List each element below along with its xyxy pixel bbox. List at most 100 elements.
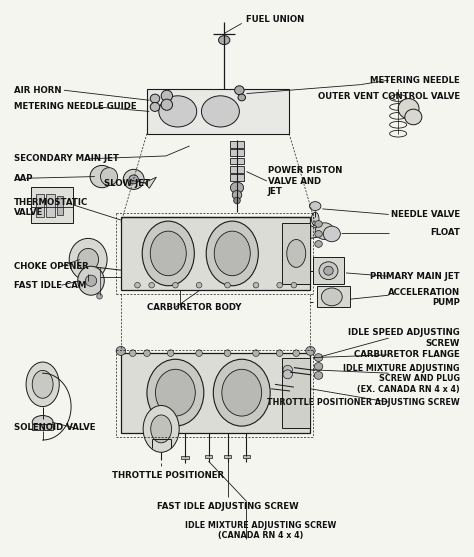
- Bar: [313, 257, 344, 284]
- Bar: [32, 424, 53, 430]
- Ellipse shape: [85, 275, 97, 286]
- Ellipse shape: [159, 96, 197, 127]
- Text: IDLE MIXTURE ADJUSTING
SCREW AND PLUG
(EX. CANADA RN 4 x 4): IDLE MIXTURE ADJUSTING SCREW AND PLUG (E…: [343, 364, 460, 394]
- Text: CHOKE OPENER: CHOKE OPENER: [14, 262, 89, 271]
- Ellipse shape: [324, 266, 333, 275]
- Ellipse shape: [319, 262, 338, 280]
- Bar: [224, 455, 231, 458]
- Ellipse shape: [222, 369, 262, 416]
- Ellipse shape: [161, 99, 173, 110]
- Ellipse shape: [90, 165, 114, 188]
- Ellipse shape: [32, 370, 53, 398]
- Ellipse shape: [149, 282, 155, 288]
- Bar: [243, 455, 250, 458]
- Text: SOLENOID VALVE: SOLENOID VALVE: [14, 423, 96, 432]
- Text: ACCELERATION
PUMP: ACCELERATION PUMP: [388, 288, 460, 307]
- Bar: [230, 141, 244, 148]
- Polygon shape: [299, 226, 321, 238]
- Ellipse shape: [206, 221, 258, 286]
- Ellipse shape: [173, 282, 178, 288]
- Ellipse shape: [129, 350, 136, 356]
- Bar: [181, 456, 189, 459]
- Ellipse shape: [85, 280, 91, 285]
- Ellipse shape: [143, 405, 179, 452]
- Ellipse shape: [291, 282, 297, 288]
- Ellipse shape: [219, 36, 230, 45]
- Ellipse shape: [150, 102, 160, 111]
- Text: FLOAT: FLOAT: [430, 228, 460, 237]
- Text: CARBURETOR BODY: CARBURETOR BODY: [147, 303, 241, 312]
- Ellipse shape: [26, 362, 59, 407]
- Ellipse shape: [277, 282, 283, 288]
- Ellipse shape: [314, 354, 323, 361]
- Text: AAP: AAP: [14, 174, 34, 183]
- Bar: [282, 223, 310, 284]
- Ellipse shape: [78, 248, 99, 271]
- Ellipse shape: [287, 240, 306, 267]
- Ellipse shape: [323, 226, 340, 242]
- Text: THERMOSTATIC
VALVE: THERMOSTATIC VALVE: [14, 198, 89, 217]
- Ellipse shape: [232, 190, 242, 199]
- Text: SLOW JET: SLOW JET: [104, 179, 150, 188]
- Ellipse shape: [235, 86, 244, 95]
- Text: SECONDARY MAIN JET: SECONDARY MAIN JET: [14, 154, 119, 163]
- Ellipse shape: [314, 372, 323, 379]
- Bar: [147, 89, 289, 134]
- Ellipse shape: [161, 90, 173, 101]
- Ellipse shape: [78, 266, 104, 295]
- Ellipse shape: [116, 346, 126, 355]
- Text: FAST IDLE CAM: FAST IDLE CAM: [14, 281, 87, 290]
- Ellipse shape: [306, 346, 315, 355]
- Text: AIR HORN: AIR HORN: [14, 86, 62, 95]
- Ellipse shape: [321, 288, 342, 306]
- Ellipse shape: [225, 282, 230, 288]
- Ellipse shape: [315, 221, 322, 227]
- Polygon shape: [145, 177, 156, 188]
- Ellipse shape: [144, 350, 150, 356]
- Text: FUEL UNION: FUEL UNION: [246, 15, 305, 24]
- Text: THROTTLE POSITIONER ADJUSTING SCREW: THROTTLE POSITIONER ADJUSTING SCREW: [267, 398, 460, 407]
- Ellipse shape: [214, 231, 250, 276]
- Ellipse shape: [253, 350, 259, 356]
- Ellipse shape: [276, 350, 283, 356]
- Ellipse shape: [311, 212, 319, 226]
- Ellipse shape: [234, 197, 240, 204]
- Bar: [230, 149, 244, 156]
- Ellipse shape: [196, 282, 202, 288]
- Ellipse shape: [398, 99, 419, 119]
- Ellipse shape: [283, 370, 292, 379]
- Bar: [36, 194, 44, 217]
- Ellipse shape: [315, 241, 322, 247]
- Bar: [230, 158, 244, 164]
- Ellipse shape: [97, 294, 102, 299]
- Ellipse shape: [201, 96, 239, 127]
- Text: CARBURETOR FLANGE: CARBURETOR FLANGE: [354, 350, 460, 359]
- Ellipse shape: [129, 175, 138, 184]
- Ellipse shape: [238, 94, 246, 101]
- Text: OUTER VENT CONTROL VALVE: OUTER VENT CONTROL VALVE: [318, 92, 460, 101]
- Bar: [121, 217, 310, 290]
- Text: PRIMARY MAIN JET: PRIMARY MAIN JET: [370, 272, 460, 281]
- Ellipse shape: [151, 415, 172, 443]
- Ellipse shape: [150, 94, 160, 103]
- Text: IDLE SPEED ADJUSTING
SCREW: IDLE SPEED ADJUSTING SCREW: [348, 329, 460, 348]
- Ellipse shape: [100, 168, 118, 185]
- Bar: [317, 286, 350, 307]
- Ellipse shape: [155, 369, 195, 416]
- Ellipse shape: [69, 238, 107, 281]
- Ellipse shape: [310, 202, 321, 211]
- Ellipse shape: [147, 359, 204, 426]
- Ellipse shape: [283, 365, 292, 374]
- Bar: [46, 194, 55, 217]
- Bar: [282, 358, 310, 428]
- Ellipse shape: [405, 109, 422, 125]
- Ellipse shape: [230, 182, 244, 193]
- Text: FAST IDLE ADJUSTING SCREW: FAST IDLE ADJUSTING SCREW: [157, 502, 298, 511]
- Ellipse shape: [224, 350, 231, 356]
- Ellipse shape: [32, 416, 53, 429]
- Bar: [230, 166, 244, 173]
- Text: THROTTLE POSITIONER: THROTTLE POSITIONER: [112, 471, 224, 480]
- Text: POWER PISTON
VALVE AND
JET: POWER PISTON VALVE AND JET: [268, 166, 342, 196]
- Bar: [205, 455, 212, 458]
- Text: NEEDLE VALVE: NEEDLE VALVE: [391, 210, 460, 219]
